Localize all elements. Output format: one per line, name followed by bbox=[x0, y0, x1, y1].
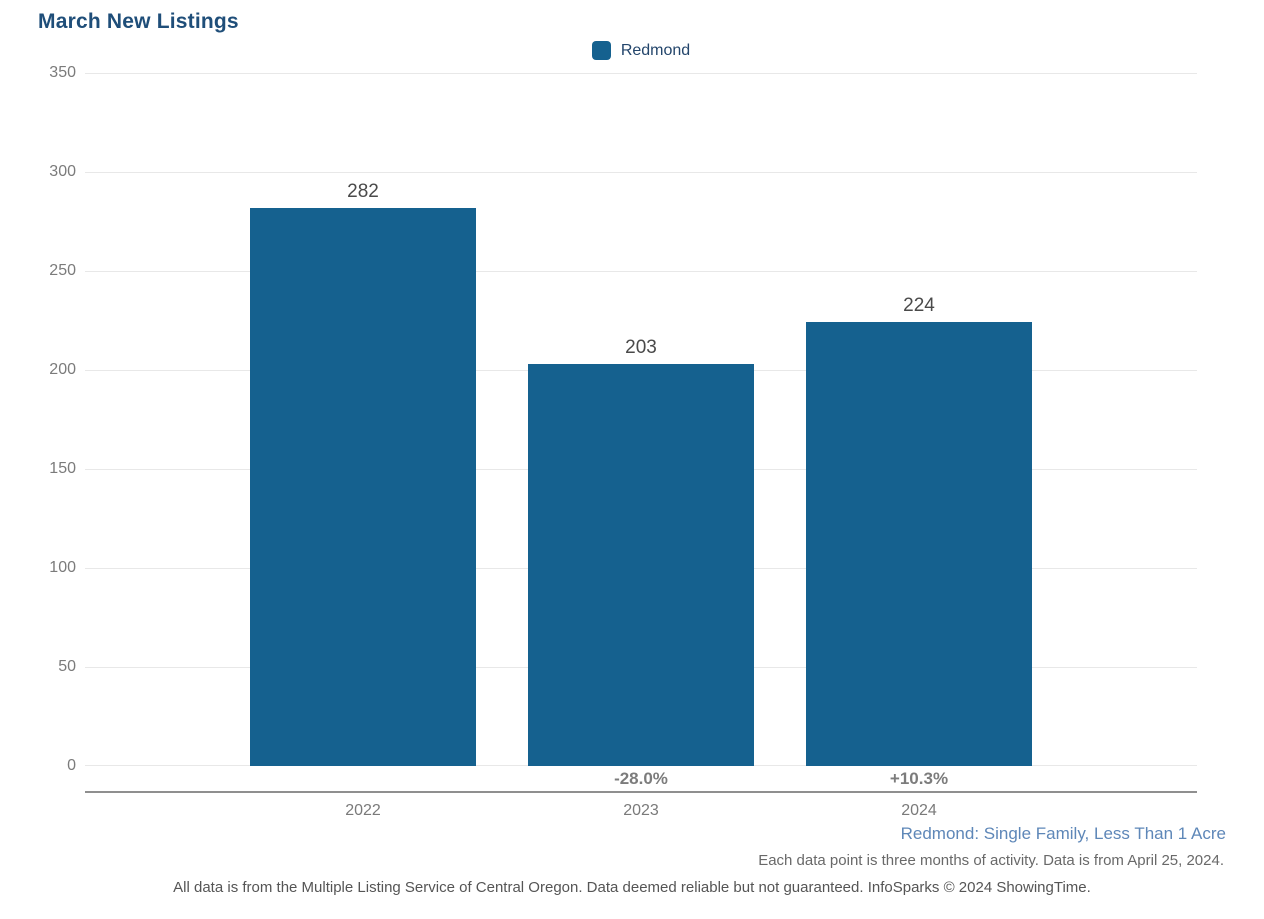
x-axis-labels: 2022 2023 2024 bbox=[85, 802, 1197, 824]
legend-item-redmond[interactable]: Redmond bbox=[591, 41, 691, 60]
change-label-2023: -28.0% bbox=[614, 769, 668, 788]
gridline-250 bbox=[85, 270, 1197, 272]
y-axis-labels: 0 50 100 150 200 250 300 350 bbox=[30, 64, 76, 774]
x-tick-2024: 2024 bbox=[901, 802, 937, 819]
change-labels-row: -28.0% +10.3% bbox=[85, 769, 1197, 791]
gridline-350 bbox=[85, 73, 1197, 74]
x-axis-line bbox=[85, 791, 1197, 793]
legend-swatch-icon bbox=[591, 41, 611, 60]
x-tick-2022: 2022 bbox=[345, 802, 381, 819]
y-tick-300: 300 bbox=[49, 162, 76, 180]
chart-title: March New Listings bbox=[38, 10, 239, 33]
value-label-2023: 203 bbox=[625, 337, 657, 359]
y-tick-150: 150 bbox=[49, 459, 76, 477]
gridline-300 bbox=[85, 171, 1197, 173]
legend: Redmond bbox=[85, 41, 1197, 60]
bar-2023[interactable] bbox=[528, 364, 754, 766]
value-label-2022: 282 bbox=[347, 180, 379, 202]
value-label-2024: 224 bbox=[903, 295, 935, 317]
segment-note: Redmond: Single Family, Less Than 1 Acre bbox=[900, 824, 1226, 843]
legend-label: Redmond bbox=[620, 41, 691, 59]
bar-2024[interactable] bbox=[806, 322, 1032, 766]
change-label-2024: +10.3% bbox=[889, 769, 949, 788]
x-tick-2023: 2023 bbox=[623, 802, 659, 819]
source-note: All data is from the Multiple Listing Se… bbox=[173, 879, 1091, 896]
y-tick-100: 100 bbox=[49, 559, 76, 576]
bar-2022[interactable] bbox=[250, 207, 476, 766]
y-tick-350: 350 bbox=[49, 64, 76, 81]
y-tick-200: 200 bbox=[49, 361, 76, 378]
y-tick-0: 0 bbox=[67, 757, 76, 774]
y-tick-50: 50 bbox=[58, 658, 76, 675]
data-note: Each data point is three months of activ… bbox=[758, 852, 1224, 869]
y-tick-250: 250 bbox=[49, 261, 76, 279]
plot-area: 282 203 224 bbox=[85, 73, 1197, 766]
